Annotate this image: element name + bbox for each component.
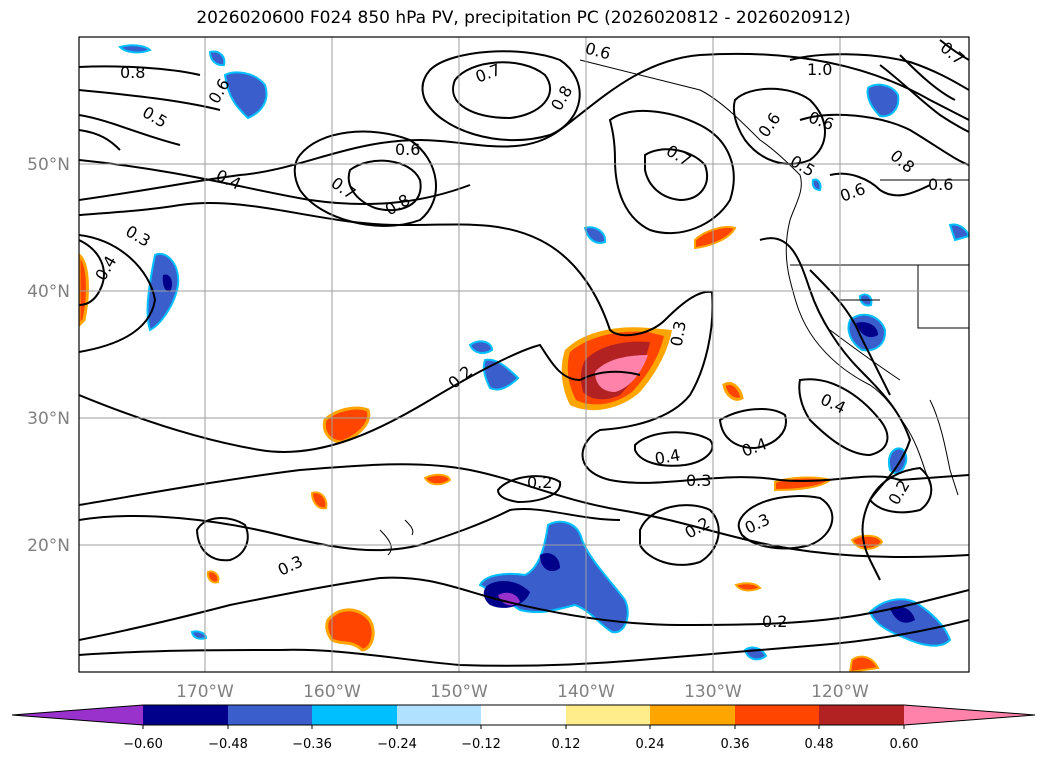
lat-label: 50°N: [27, 155, 70, 175]
colorbar-segment: [143, 705, 228, 725]
precip-blob: [848, 655, 880, 672]
lon-label: 120°W: [811, 682, 869, 702]
coastlines: [379, 59, 969, 556]
precip-blob: [583, 226, 607, 244]
colorbar-tick-label: −0.36: [292, 737, 332, 752]
precip-blob: [734, 582, 762, 592]
precip-blob: [722, 382, 744, 401]
precip-blob: [868, 598, 952, 647]
lat-label: 20°N: [27, 536, 70, 556]
lat-labels: 50°N 40°N 30°N 20°N: [27, 155, 70, 556]
colorbar-segment: [650, 705, 735, 725]
precip-blob: [190, 630, 208, 640]
precip-blob: [322, 406, 371, 444]
precip-blob: [208, 50, 226, 67]
precip-blob: [423, 473, 452, 486]
contour-label: 0.8: [120, 63, 145, 82]
precip-blob: [866, 83, 900, 118]
precip-blob: [310, 491, 328, 510]
lat-label: 30°N: [27, 409, 70, 429]
precip-blob: [694, 226, 737, 250]
contour-label: 0.2: [527, 473, 552, 492]
precip-blob: [146, 252, 180, 332]
precip-blob: [948, 223, 969, 242]
colorbar-segment: [397, 705, 481, 725]
precip-blob: [468, 340, 494, 354]
colorbar-tick-label: −0.48: [208, 737, 248, 752]
precip-blob: [118, 44, 152, 54]
colorbar-tick-label: −0.24: [377, 737, 417, 752]
precip-blob: [811, 178, 822, 192]
colorbar-extend-high: [904, 705, 1035, 725]
colorbar-segment: [481, 705, 566, 725]
colorbar-tick-label: 0.36: [721, 737, 750, 752]
precip-blob: [482, 358, 520, 391]
contour-label: 0.3: [667, 319, 690, 347]
precip-blob: [223, 71, 268, 120]
colorbar-tick-label: 0.48: [805, 737, 834, 752]
map-plot-area: 0.8 0.6 0.5 0.7 0.8 0.6 0.4 0.7 0.8 0.6 …: [79, 37, 969, 672]
colorbar-tick-label: 0.12: [552, 737, 581, 752]
colorbar-segment: [735, 705, 819, 725]
colorbar-segment: [819, 705, 904, 725]
contour-label: 0.3: [686, 471, 711, 490]
contour-label: 1.0: [807, 60, 832, 79]
colorbar-tick-label: −0.12: [461, 737, 501, 752]
colorbar-extend-low: [12, 705, 143, 725]
precip-blob: [850, 534, 884, 550]
map-title: 2026020600 F024 850 hPa PV, precipitatio…: [196, 8, 851, 28]
lat-label: 40°N: [27, 282, 70, 302]
colorbar-tick-label: 0.24: [636, 737, 665, 752]
colorbar-segment: [566, 705, 650, 725]
lon-label: 130°W: [684, 682, 742, 702]
contour-label: 0.6: [928, 175, 953, 194]
graticule: [79, 37, 969, 672]
lon-label: 170°W: [176, 682, 234, 702]
colorbar-tick-label: −0.60: [123, 737, 163, 752]
colorbar-segment: [312, 705, 397, 725]
contour-label: 0.6: [395, 140, 420, 159]
colorbar-segment: [228, 705, 312, 725]
precip-blob: [325, 608, 375, 652]
colorbar-tick-label: 0.60: [890, 737, 919, 752]
map-frame: [78, 36, 970, 673]
contour-label: 0.2: [762, 612, 787, 631]
precip-blob: [79, 253, 89, 328]
colorbar: −0.60 −0.48 −0.36 −0.24 −0.12 0.12 0.24 …: [11, 704, 1036, 752]
precip-blob: [206, 570, 220, 584]
contour-label: 0.4: [653, 445, 681, 468]
lon-label: 140°W: [557, 682, 615, 702]
pv-contours: [79, 39, 969, 667]
lon-label: 160°W: [303, 682, 361, 702]
lon-labels: 170°W 160°W 150°W 140°W 130°W 120°W: [176, 682, 869, 702]
lon-label: 150°W: [430, 682, 488, 702]
